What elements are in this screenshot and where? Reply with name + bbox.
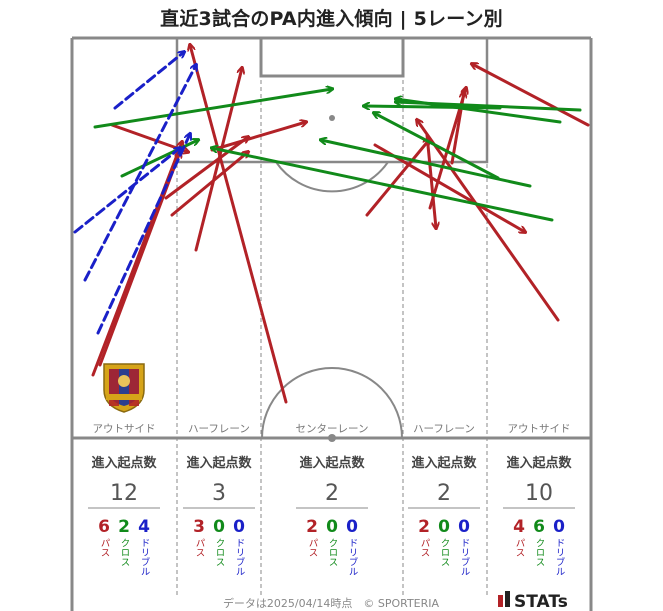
stat-heading: 進入起点数 (299, 455, 365, 471)
cross-arrow (321, 140, 532, 188)
dribble-arrow (73, 148, 180, 234)
cross-tag: クロス (119, 538, 130, 567)
goal-area (259, 36, 405, 78)
pass-tag: パス (194, 538, 206, 557)
stats-logo: STATs (498, 591, 568, 611)
pass-count: 3 (193, 517, 205, 537)
dribble-arrow (83, 65, 196, 282)
dribble-tag: ドリブル (139, 538, 151, 576)
stat-total: 10 (525, 481, 553, 506)
footer-credit: データは2025/04/14時点 © SPORTERIA (223, 596, 440, 610)
stat-total: 3 (212, 481, 226, 506)
center-spot (328, 434, 336, 442)
stat-heading: 進入起点数 (411, 455, 477, 471)
pass-arrow (210, 122, 306, 152)
chart-title: 直近3試合のPA内進入傾向 | 5レーン別 (160, 8, 503, 30)
dribble-tag: ドリブル (459, 538, 471, 576)
team-crest-icon (103, 363, 145, 413)
dribble-count: 0 (233, 517, 245, 537)
lane-label: アウトサイド (93, 423, 156, 435)
center-circle (261, 367, 403, 439)
pass-tag: パス (514, 538, 526, 557)
pass-tag: パス (307, 538, 319, 557)
penalty-spot (329, 115, 335, 121)
lane-label: ハーフレーン (188, 423, 250, 435)
stats-logo-text: STATs (514, 592, 568, 611)
cross-tag: クロス (214, 538, 225, 567)
cross-count: 6 (533, 517, 545, 537)
pass-tag: パス (99, 538, 111, 557)
stat-total: 12 (110, 481, 138, 506)
penalty-arc (275, 161, 389, 193)
lane-label: センターレーン (296, 423, 369, 435)
dribble-count: 0 (346, 517, 358, 537)
pass-arrow (365, 140, 429, 217)
cross-tag: クロス (327, 538, 338, 567)
lane-stats: アウトサイド進入起点数126パス2クロス4ドリブルハーフレーン進入起点数33パス… (88, 423, 575, 576)
lane-label: アウトサイド (508, 423, 571, 435)
dribble-tag: ドリブル (554, 538, 566, 576)
dribble-arrow (113, 52, 184, 110)
cross-arrow (120, 140, 198, 178)
cross-count: 2 (118, 517, 130, 537)
pass-tag: パス (419, 538, 431, 557)
cross-arrow (364, 106, 502, 108)
dribble-tag: ドリブル (347, 538, 359, 576)
pass-count: 6 (98, 517, 110, 537)
cross-arrow (396, 99, 562, 124)
pass-arrow (170, 152, 248, 217)
cross-count: 0 (326, 517, 338, 537)
dribble-count: 4 (138, 517, 150, 537)
cross-arrow (374, 113, 500, 180)
pass-arrow (194, 68, 242, 252)
arrow-layer (73, 45, 590, 404)
pass-arrow (164, 137, 248, 200)
pass-arrow (472, 64, 590, 127)
lane-label: ハーフレーン (413, 423, 475, 435)
dribble-tag: ドリブル (234, 538, 246, 576)
stats-logo-icon (498, 595, 503, 607)
cross-count: 0 (213, 517, 225, 537)
dribble-arrow (96, 134, 190, 335)
pass-arrow (98, 152, 180, 367)
cross-count: 0 (438, 517, 450, 537)
pass-count: 4 (513, 517, 525, 537)
dribble-count: 0 (458, 517, 470, 537)
pass-count: 2 (306, 517, 318, 537)
cross-arrow (212, 148, 554, 222)
stat-total: 2 (437, 481, 451, 506)
stat-total: 2 (325, 481, 339, 506)
stat-heading: 進入起点数 (506, 455, 572, 471)
stat-heading: 進入起点数 (186, 455, 252, 471)
cross-tag: クロス (534, 538, 545, 567)
pass-arrow (417, 120, 560, 322)
lane-dividers (176, 38, 488, 595)
pass-arrow (373, 143, 525, 232)
cross-arrow (93, 89, 332, 129)
dribble-count: 0 (553, 517, 565, 537)
pass-arrow (425, 133, 436, 228)
pass-count: 2 (418, 517, 430, 537)
cross-tag: クロス (439, 538, 450, 567)
stat-heading: 進入起点数 (91, 455, 157, 471)
pass-arrow (190, 45, 288, 404)
